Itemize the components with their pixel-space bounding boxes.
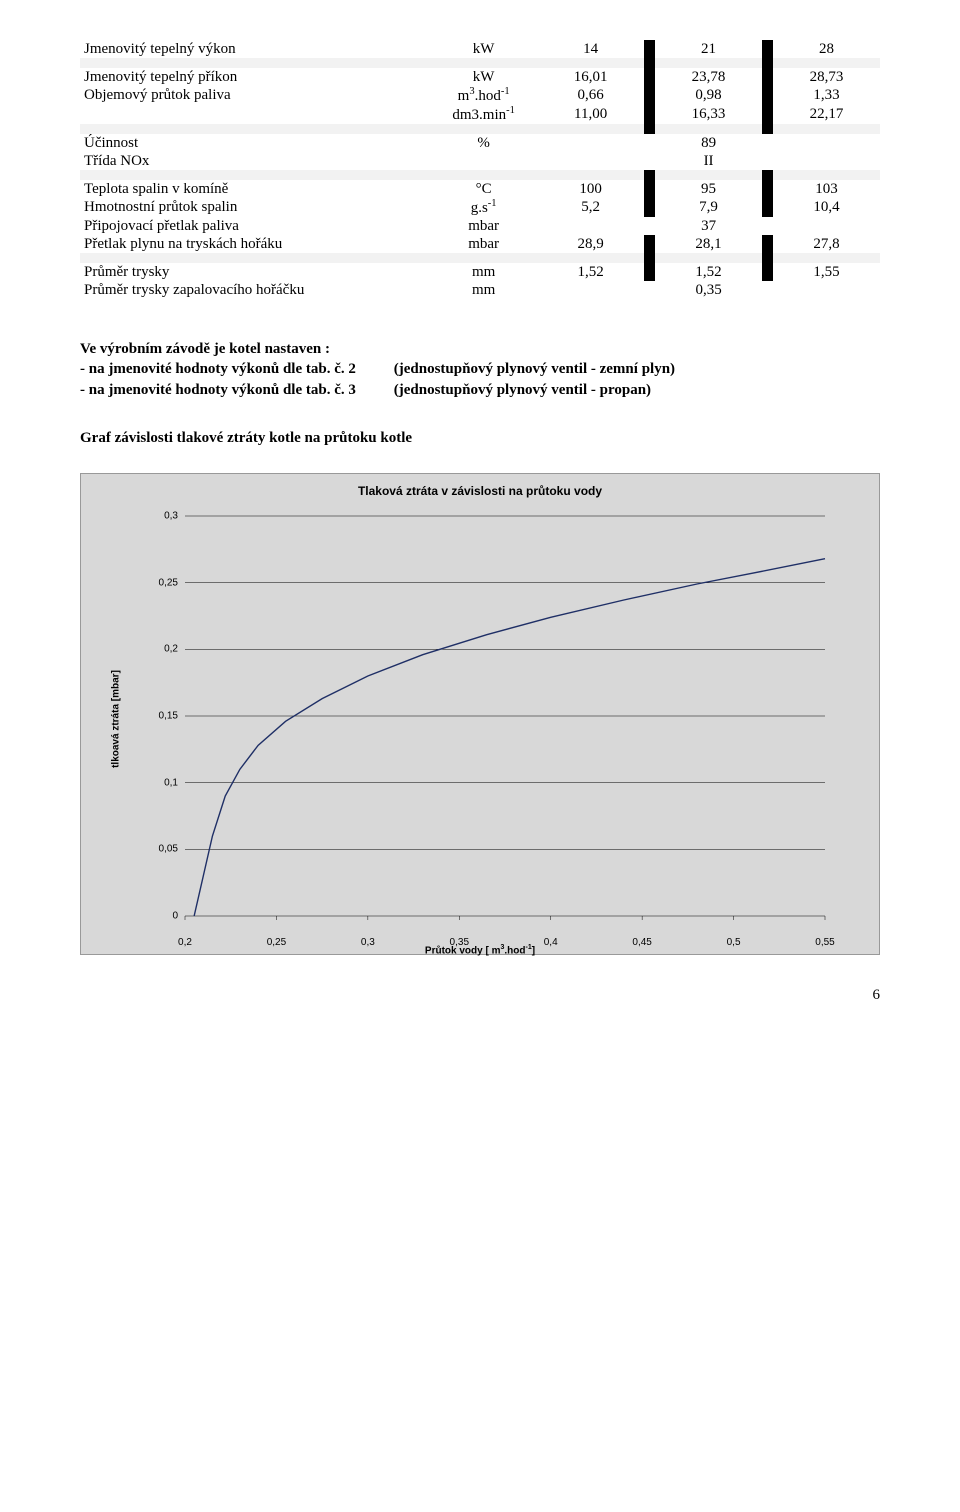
graph-heading: Graf závislosti tlakové ztráty kotle na … bbox=[80, 428, 880, 448]
line2b: (jednostupňový plynový ventil - zemní pl… bbox=[394, 361, 675, 377]
cell: 14 bbox=[537, 40, 644, 58]
table-row: Objemový průtok paliva m3.hod-1 0,66 0,9… bbox=[80, 86, 880, 105]
table-row: Průměr trysky mm 1,52 1,52 1,55 bbox=[80, 263, 880, 281]
table-row: Připojovací přetlak paliva mbar 37 bbox=[80, 217, 880, 235]
table-row: dm3.min-1 11,00 16,33 22,17 bbox=[80, 105, 880, 124]
table-row: Jmenovitý tepelný příkon kW 16,01 23,78 … bbox=[80, 68, 880, 86]
line2a: - na jmenovité hodnoty výkonů dle tab. č… bbox=[80, 359, 390, 379]
table-row: Teplota spalin v komíně °C 100 95 103 bbox=[80, 180, 880, 198]
table-row: Jmenovitý tepelný výkon kW 14 21 28 bbox=[80, 40, 880, 58]
line3b: (jednostupňový plynový ventil - propan) bbox=[394, 382, 651, 398]
intro-line: Ve výrobním závodě je kotel nastaven : bbox=[80, 339, 880, 359]
line3a: - na jmenovité hodnoty výkonů dle tab. č… bbox=[80, 380, 390, 400]
table-row: Průměr trysky zapalovacího hořáčku mm 0,… bbox=[80, 281, 880, 299]
page-number: 6 bbox=[80, 987, 880, 1004]
table-row: Hmotnostní průtok spalin g.s-1 5,2 7,9 1… bbox=[80, 198, 880, 217]
row-unit: kW bbox=[430, 40, 537, 58]
chart-container: Tlaková ztráta v závislosti na průtoku v… bbox=[80, 473, 880, 955]
chart-svg bbox=[130, 504, 830, 934]
chart-title: Tlaková ztráta v závislosti na průtoku v… bbox=[95, 484, 865, 498]
settings-paragraphs: Ve výrobním závodě je kotel nastaven : -… bbox=[80, 339, 880, 448]
x-axis-label: Průtok vody [ m3.hod-1] bbox=[425, 944, 535, 956]
spec-table: Jmenovitý tepelný výkon kW 14 21 28 Jmen… bbox=[80, 40, 880, 299]
cell: 28 bbox=[773, 40, 880, 58]
row-label: Jmenovitý tepelný výkon bbox=[80, 40, 430, 58]
cell: 21 bbox=[655, 40, 762, 58]
table-row: Přetlak plynu na tryskách hořáku mbar 28… bbox=[80, 235, 880, 253]
table-row: Účinnost % 89 bbox=[80, 134, 880, 152]
table-row: Třída NOx II bbox=[80, 152, 880, 170]
y-axis-label: tlkoavá ztráta [mbar] bbox=[111, 670, 122, 768]
chart-area: tlkoavá ztráta [mbar] Průtok vody [ m3.h… bbox=[130, 504, 830, 934]
